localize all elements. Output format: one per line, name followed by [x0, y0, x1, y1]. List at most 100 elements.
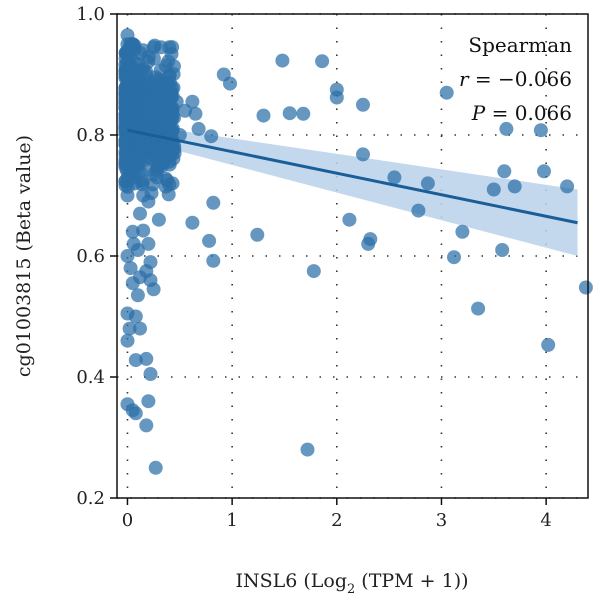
data-point-22	[191, 121, 206, 136]
y-axis-title: cg01003815 (Beta value)	[13, 135, 35, 377]
cluster-point	[136, 62, 151, 77]
data-point-49	[122, 321, 137, 336]
data-point-75	[471, 301, 486, 316]
data-point-35	[206, 253, 221, 268]
y-tick-label-3: 0.8	[76, 125, 105, 146]
data-point-48	[133, 321, 147, 336]
data-point-59	[148, 460, 163, 475]
x-axis-title-tail: (TPM + 1))	[355, 570, 468, 592]
cluster-point	[146, 51, 161, 66]
regression-line-layer	[127, 128, 578, 225]
points-layer	[118, 28, 593, 475]
stats-p-value: = 0.066	[485, 101, 572, 125]
x-tick-label-3: 3	[436, 510, 447, 531]
data-point-9	[275, 53, 290, 68]
y-tick-label-2: 0.6	[76, 246, 105, 267]
data-point-5	[162, 40, 177, 55]
data-point-17	[296, 106, 311, 121]
data-point-8	[223, 76, 237, 91]
data-point-30	[141, 194, 156, 209]
data-point-16	[282, 106, 297, 121]
data-point-54	[141, 394, 156, 409]
data-point-71	[411, 203, 426, 218]
data-point-61	[123, 261, 138, 276]
data-point-60	[120, 249, 135, 263]
data-point-37	[136, 223, 151, 238]
data-point-72	[420, 176, 435, 191]
data-point-80	[507, 179, 522, 194]
data-point-53	[143, 367, 158, 381]
data-point-78	[499, 121, 514, 136]
cluster-point	[123, 130, 138, 145]
data-point-57	[128, 406, 143, 421]
data-point-33	[206, 195, 221, 210]
data-point-19	[188, 106, 203, 121]
y-tick-label-0: 0.2	[76, 488, 105, 509]
data-point-91	[127, 176, 142, 191]
data-point-84	[560, 179, 575, 194]
data-point-90	[120, 188, 135, 203]
data-point-93	[151, 212, 166, 227]
y-tick-label-1: 0.4	[76, 367, 105, 388]
cluster-point	[152, 101, 167, 116]
data-point-27	[149, 170, 164, 185]
data-point-66	[342, 212, 357, 227]
confidence-band	[127, 122, 578, 257]
data-point-58	[139, 418, 154, 433]
x-axis-title-main: INSL6 (Log	[235, 570, 347, 592]
regression-line	[127, 128, 578, 225]
x-axis-title: INSL6 (Log2 (TPM + 1))	[235, 570, 468, 597]
data-point-32	[185, 215, 200, 230]
data-point-6	[122, 49, 137, 64]
stats-p-symbol: P	[471, 101, 486, 125]
stats-p: P = 0.066	[471, 101, 572, 125]
data-point-50	[120, 333, 135, 348]
cluster-point	[145, 135, 160, 150]
cluster-point	[130, 143, 145, 158]
data-point-31	[133, 206, 147, 221]
data-point-76	[486, 182, 501, 197]
data-point-82	[537, 164, 551, 179]
data-point-21	[204, 129, 219, 144]
x-tick-label-2: 2	[331, 510, 342, 531]
data-point-81	[533, 123, 548, 138]
data-point-63	[250, 227, 265, 242]
data-point-74	[455, 224, 470, 239]
data-point-79	[497, 164, 512, 179]
data-point-12	[329, 90, 344, 105]
data-point-20	[178, 103, 192, 118]
cluster-point	[119, 66, 134, 81]
stats-title: Spearman	[468, 33, 572, 57]
stats-r-symbol: r	[459, 67, 470, 91]
data-point-28	[162, 177, 177, 192]
data-point-70	[387, 170, 402, 185]
cluster-point	[133, 90, 148, 105]
x-axis-title-subscript: 2	[347, 582, 355, 597]
x-tick-label-0: 0	[122, 510, 133, 531]
data-point-73	[447, 250, 461, 265]
data-point-88	[169, 94, 184, 109]
data-point-15	[256, 108, 271, 123]
data-point-34	[202, 233, 217, 248]
cluster-point	[125, 103, 140, 118]
cluster-point	[118, 148, 133, 163]
data-point-67	[356, 147, 370, 162]
data-point-38	[141, 236, 156, 251]
cluster-point	[118, 91, 133, 106]
data-point-65	[300, 442, 315, 457]
data-point-51	[139, 351, 154, 366]
data-point-52	[128, 353, 143, 368]
data-point-45	[130, 288, 145, 303]
confidence-band-layer	[127, 122, 578, 257]
axis-ticks: 0 1 2 3 4 0.2 0.4 0.6 0.8 1.0	[76, 4, 552, 531]
data-point-43	[146, 282, 161, 297]
data-point-13	[356, 97, 370, 112]
stats-annotation: Spearman r = −0.066 P = 0.066	[459, 33, 572, 125]
cluster-point	[145, 81, 160, 96]
data-point-69	[361, 236, 376, 251]
data-point-36	[125, 224, 140, 239]
y-tick-label-4: 1.0	[76, 4, 105, 25]
x-tick-label-4: 4	[540, 510, 551, 531]
data-point-1	[125, 37, 140, 52]
